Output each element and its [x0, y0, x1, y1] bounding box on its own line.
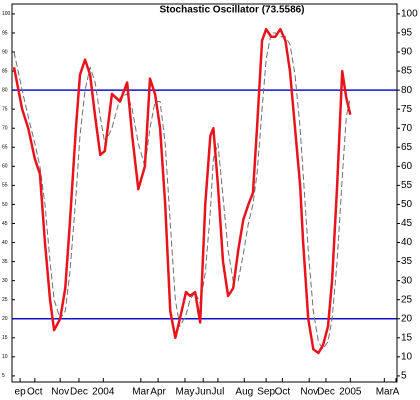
y-tick-label: 100	[401, 9, 418, 20]
x-tick-label: Aug	[235, 387, 253, 398]
y-tick-label-left: 20	[2, 316, 8, 322]
x-tick-label: Dec	[317, 387, 335, 398]
x-tick-label: ep	[15, 387, 27, 398]
y-tick-label-left: 55	[2, 183, 8, 189]
x-tick-label: Mar	[132, 387, 150, 398]
y-tick-label-left: 75	[2, 106, 8, 112]
x-tick-label: Nov	[300, 387, 318, 398]
y-tick-label: 40	[401, 237, 413, 248]
y-tick-label-left: 90	[2, 49, 8, 55]
x-tick-label: 2004	[92, 387, 115, 398]
x-tick-label: Oct	[275, 387, 291, 398]
x-tick-label: Jun	[195, 387, 211, 398]
y-tick-label: 45	[401, 218, 413, 229]
y-tick-label: 20	[401, 313, 413, 324]
y-tick-label-left: 30	[2, 278, 8, 284]
x-tick-label: Nov	[51, 387, 69, 398]
y-tick-label-left: 100	[2, 11, 11, 17]
y-tick-label: 10	[401, 351, 413, 362]
y-tick-label: 75	[401, 104, 413, 115]
y-tick-label: 25	[401, 294, 413, 305]
x-tick-label: Oct	[27, 387, 43, 398]
y-tick-label: 80	[401, 85, 413, 96]
x-tick-label: Sep	[257, 387, 275, 398]
y-tick-label: 65	[401, 142, 413, 153]
y-tick-label-left: 35	[2, 259, 8, 265]
y-tick-label-left: 60	[2, 164, 8, 170]
x-tick-label: Dec	[70, 387, 88, 398]
y-tick-label: 95	[401, 28, 413, 39]
y-tick-label: 55	[401, 180, 413, 191]
y-tick-label-left: 50	[2, 202, 8, 208]
y-tick-label-left: 40	[2, 240, 8, 246]
y-tick-label: 35	[401, 256, 413, 267]
x-tick-label: Jul	[212, 387, 225, 398]
y-tick-label: 90	[401, 47, 413, 58]
x-tick-label: A	[393, 387, 400, 398]
series-line	[12, 27, 352, 355]
x-tick-label: 2005	[339, 387, 362, 398]
y-tick-label-left: 80	[2, 87, 8, 93]
y-tick-label-left: 70	[2, 126, 8, 132]
y-tick-label: 60	[401, 161, 413, 172]
chart-title: Stochastic Oscillator (73.5586)	[159, 5, 304, 16]
y-tick-label-left: 85	[2, 68, 8, 74]
y-tick-label: 50	[401, 199, 413, 210]
x-tick-label: Mar	[376, 387, 394, 398]
y-tick-label-left: 95	[2, 30, 8, 36]
y-tick-label: 30	[401, 275, 413, 286]
y-tick-label-left: 65	[2, 145, 8, 151]
x-tick-label: Apr	[150, 387, 166, 398]
plot-frame	[11, 3, 398, 383]
y-tick-label-left: 15	[2, 335, 8, 341]
y-tick-label-left: 5	[2, 373, 5, 379]
y-tick-label: 70	[401, 123, 413, 134]
y-tick-label-left: 10	[2, 354, 8, 360]
y-tick-label: 85	[401, 66, 413, 77]
y-tick-label: 15	[401, 332, 413, 343]
x-tick-label: May	[176, 387, 195, 398]
y-tick-label-left: 45	[2, 221, 8, 227]
y-tick-label: 5	[401, 371, 407, 382]
y-tick-label-left: 25	[2, 297, 8, 303]
